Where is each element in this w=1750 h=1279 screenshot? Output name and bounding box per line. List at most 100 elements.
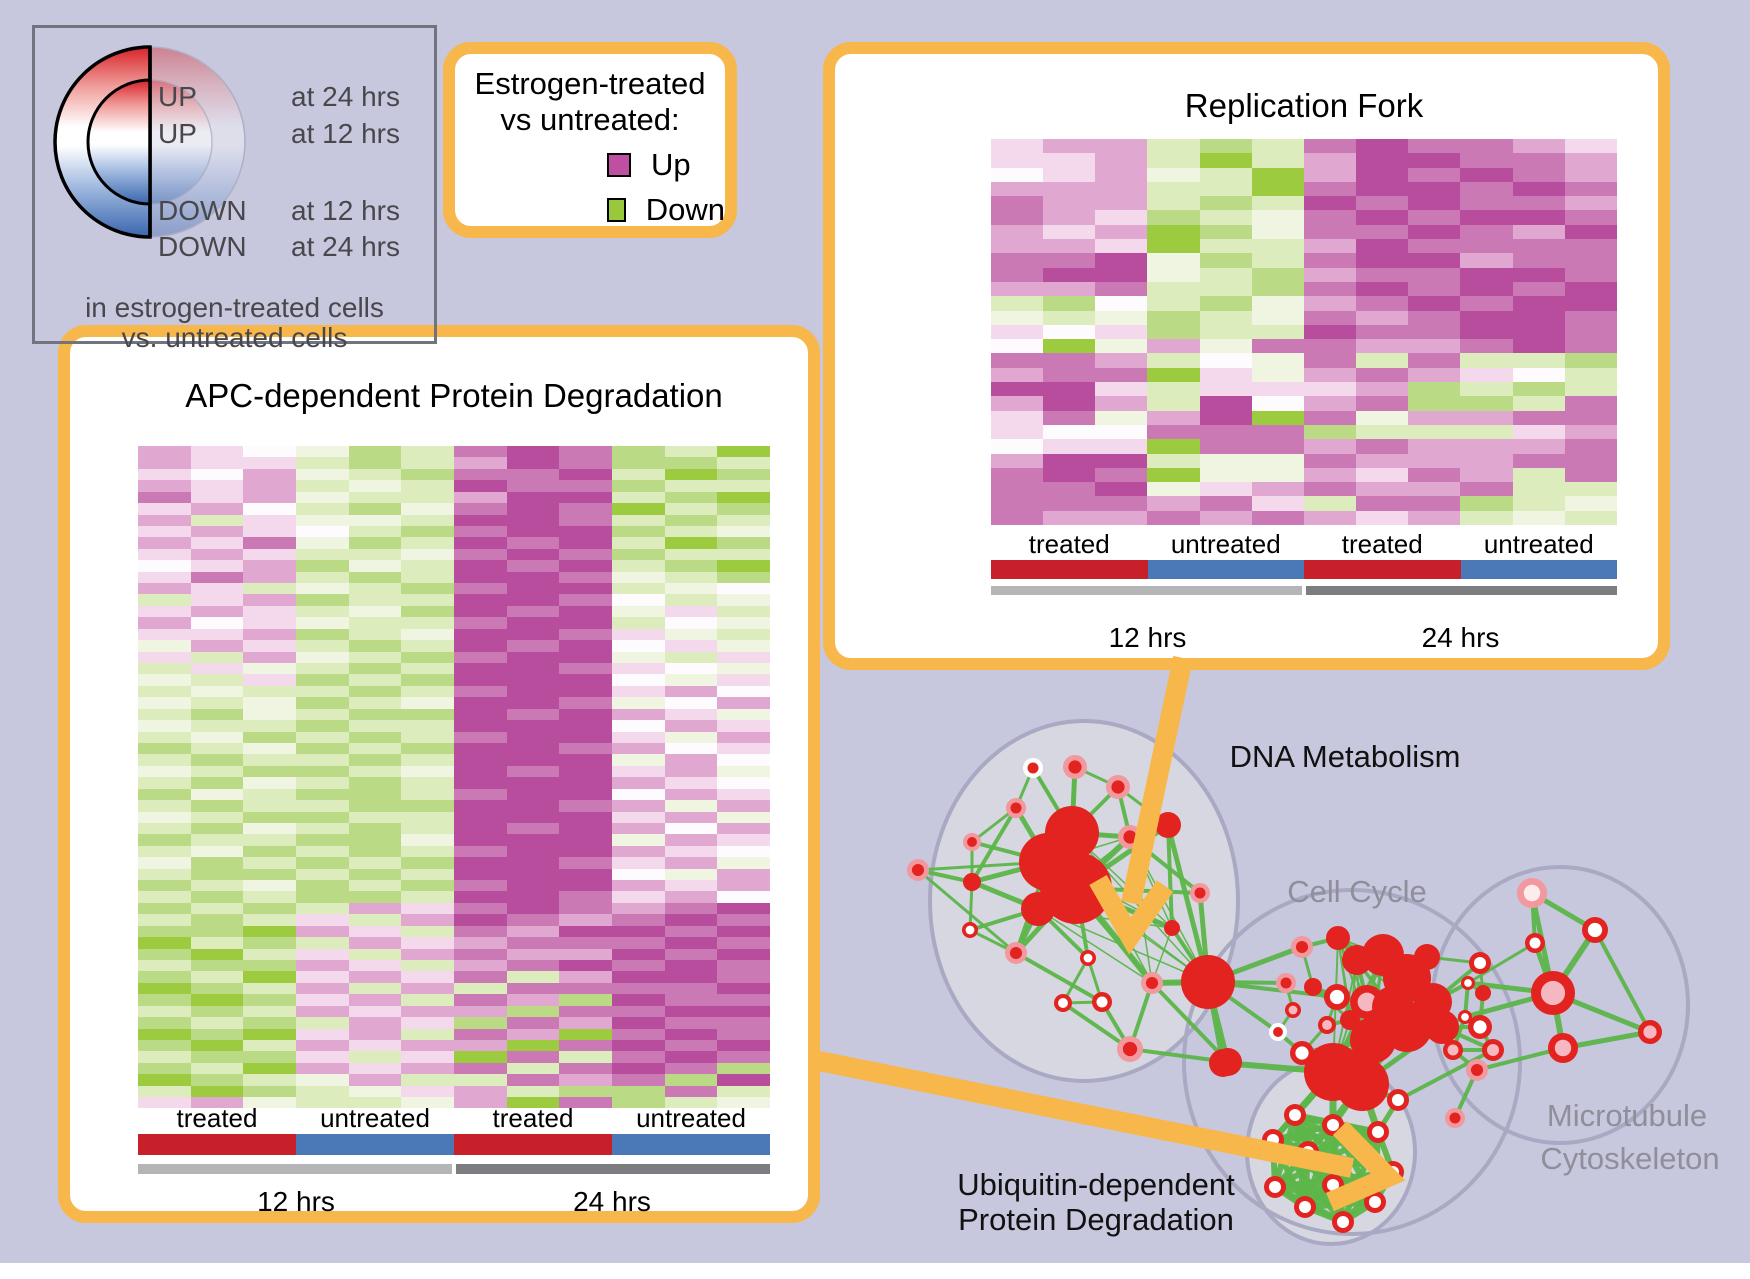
heatmap-cell: [1043, 510, 1096, 526]
network-edge: [1330, 999, 1370, 1075]
network-edge: [1466, 941, 1537, 985]
network-node-center: [1473, 956, 1487, 970]
heatmap-cell: [1199, 281, 1252, 297]
network-edge: [1332, 1001, 1434, 1073]
network-node-center: [1273, 1027, 1283, 1037]
heatmap-cell: [243, 1051, 296, 1063]
network-edge: [1151, 927, 1173, 984]
heatmap-cell: [559, 525, 612, 538]
heatmap-cell: [401, 514, 454, 526]
network-node-center: [1122, 1041, 1138, 1057]
heatmap-cell: [138, 914, 191, 926]
heatmap-cell: [1408, 139, 1461, 154]
network-edge: [1349, 1001, 1434, 1021]
heatmap-cell: [190, 1085, 244, 1098]
heatmap-cell: [1460, 139, 1513, 154]
network-edge: [1466, 981, 1485, 995]
heatmap-cell: [1043, 167, 1096, 182]
heatmap-cell: [348, 754, 402, 766]
heatmap-cell: [717, 674, 770, 686]
heatmap-cell: [453, 868, 507, 881]
legend-at-12-label: at 12 hrs: [291, 118, 400, 149]
heatmap-cell: [295, 446, 349, 458]
heatmap-cell: [1095, 181, 1148, 197]
heatmap-cell: [138, 1051, 191, 1063]
heatmap-cell: [453, 583, 507, 595]
heatmap-cell: [1147, 439, 1200, 454]
heatmap-cell: [506, 868, 560, 881]
network-edge: [1330, 1122, 1378, 1205]
heatmap-cell: [295, 1017, 349, 1029]
heatmap-cell: [453, 571, 507, 584]
heatmap-cell: [611, 537, 665, 549]
network-node-center: [1486, 1043, 1500, 1057]
network-node: [1414, 944, 1440, 970]
heatmap-cell: [991, 353, 1044, 368]
heatmap-cell: [138, 571, 191, 584]
network-edge: [1302, 1204, 1346, 1225]
heatmap-cell: [190, 834, 244, 846]
network-edge: [1366, 1001, 1374, 1041]
heatmap-cell: [190, 1097, 244, 1109]
heatmap-cell: [1043, 196, 1096, 211]
heatmap-cell: [138, 480, 191, 492]
network-edge: [1292, 1112, 1378, 1205]
heatmap-cell: [611, 742, 665, 755]
heatmap-cell: [611, 1039, 665, 1052]
heatmap-cell: [664, 822, 718, 835]
heatmap-cell: [1147, 224, 1200, 240]
heatmap-cell: [506, 548, 560, 561]
heatmap-cell: [664, 503, 718, 515]
heatmap-cell: [348, 914, 402, 926]
heatmap-cell: [401, 765, 454, 778]
heatmap-cell: [717, 1028, 770, 1040]
heatmap-cell: [190, 663, 244, 675]
figure-bottom-margin: [0, 1263, 1750, 1279]
heatmap-cell: [1460, 339, 1513, 354]
heatmap-cell: [348, 720, 402, 732]
heatmap-cell: [243, 777, 296, 789]
heatmap-cell: [295, 822, 349, 835]
network-edge: [1372, 1129, 1381, 1205]
heatmap-cell: [295, 834, 349, 846]
heatmap-cell: [506, 663, 560, 675]
heatmap-cell: [1251, 267, 1304, 282]
heatmap-cell: [1564, 453, 1617, 468]
heatmap-cell: [295, 902, 349, 915]
heatmap-cell: [243, 1074, 296, 1086]
heatmap-cell: [1303, 339, 1357, 354]
heatmap-cell: [1303, 496, 1357, 511]
network-edge: [1370, 1024, 1410, 1043]
heatmap-cell: [401, 788, 454, 801]
heatmap-cell: [348, 925, 402, 938]
heatmap-cell: [1251, 239, 1304, 254]
heatmap-cell: [1303, 196, 1357, 211]
heatmap-cell: [348, 811, 402, 823]
heatmap-cell: [1460, 382, 1513, 397]
heatmap-cell: [1251, 310, 1304, 325]
network-node-center: [965, 925, 975, 935]
heatmap-cell: [717, 1097, 770, 1109]
heatmap-cell: [1095, 324, 1148, 340]
heatmap-cell: [717, 765, 770, 778]
network-edge: [1330, 1122, 1381, 1135]
heatmap-cell: [243, 640, 296, 652]
network-edge: [1047, 861, 1209, 983]
network-edge: [1302, 1169, 1396, 1210]
heatmap-cell: [611, 1005, 665, 1018]
network-edge: [1431, 961, 1482, 1004]
heatmap-cell: [401, 982, 454, 995]
network-edge: [1337, 937, 1443, 1028]
network-edge: [1463, 981, 1470, 1019]
heatmap-cell: [1564, 410, 1617, 425]
heatmap-cell: [1512, 281, 1565, 297]
legend-at-12b-label: at 12 hrs: [291, 195, 400, 226]
heatmap-cell: [1564, 382, 1617, 397]
heatmap-cell: [401, 880, 454, 892]
heatmap-cell: [611, 457, 665, 469]
heatmap-cell: [559, 800, 612, 812]
heatmap-cell: [717, 948, 770, 960]
network-edge: [1560, 1029, 1653, 1051]
apc-untreated-12-label: untreated: [320, 1103, 430, 1133]
heatmap-cell: [1564, 510, 1617, 526]
